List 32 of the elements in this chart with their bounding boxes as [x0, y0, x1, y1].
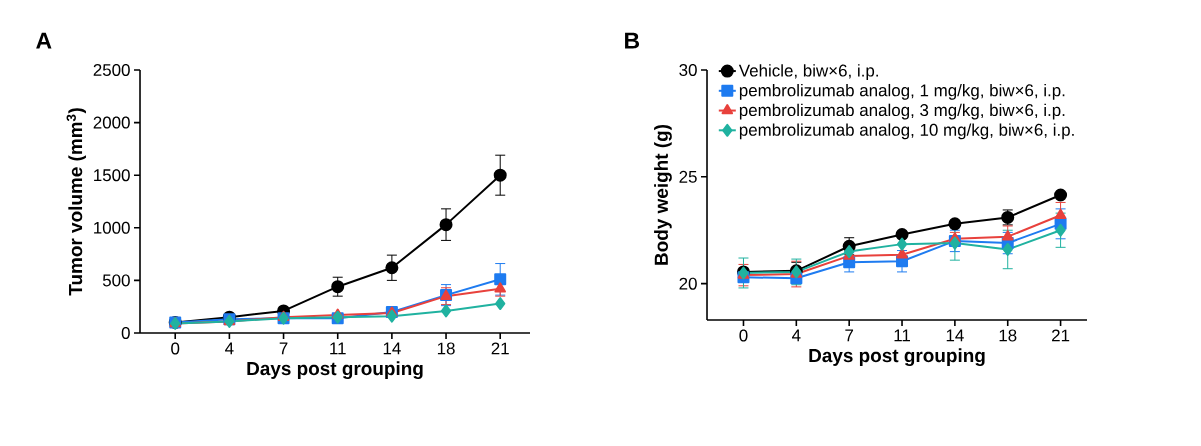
- x-tick-label: 18: [999, 329, 1017, 342]
- chart-title: A: [36, 32, 52, 49]
- y-tick-label: 500: [102, 274, 130, 287]
- y-tick-label: 2500: [93, 63, 130, 76]
- x-tick-label: 4: [225, 342, 234, 355]
- x-tick-label: 7: [279, 342, 288, 355]
- x-tick-label: 0: [739, 329, 748, 342]
- x-tick-label: 0: [171, 342, 180, 355]
- legend-label: pembrolizumab analog, 10 mg/kg, biw×6, i.p.: [739, 123, 1074, 140]
- x-tick-label: 18: [437, 342, 455, 355]
- y-axis-title: Tumor volume (mm$^{3}$): [66, 108, 86, 296]
- legend-label: pembrolizumab analog, 3 mg/kg, biw×6, i.p.: [739, 103, 1065, 120]
- chart-title: B: [625, 32, 640, 49]
- x-tick-label: 4: [792, 329, 801, 342]
- x-tick-label: 21: [491, 342, 509, 355]
- y-tick-label: 25: [679, 170, 697, 183]
- x-tick-label: 11: [894, 329, 910, 342]
- x-axis-title: Days post grouping: [809, 348, 985, 367]
- y-tick-label: 30: [679, 63, 697, 76]
- legend-label: pembrolizumab analog, 1 mg/kg, biw×6, i.p.: [739, 83, 1065, 100]
- x-tick-label: 7: [845, 329, 854, 342]
- x-tick-label: 11: [330, 342, 346, 355]
- x-tick-label: 14: [946, 329, 964, 342]
- x-tick-label: 21: [1052, 329, 1070, 342]
- x-tick-label: 14: [383, 342, 401, 355]
- y-tick-label: 20: [679, 277, 697, 290]
- y-tick-label: 2000: [93, 116, 130, 129]
- y-tick-label: 1500: [94, 169, 130, 182]
- legend-label: Vehicle, biw×6, i.p.: [738, 64, 878, 80]
- x-axis-title: Days post grouping: [247, 361, 423, 380]
- y-tick-label: 1000: [94, 221, 130, 234]
- y-axis-title: Body weight (g): [654, 124, 672, 265]
